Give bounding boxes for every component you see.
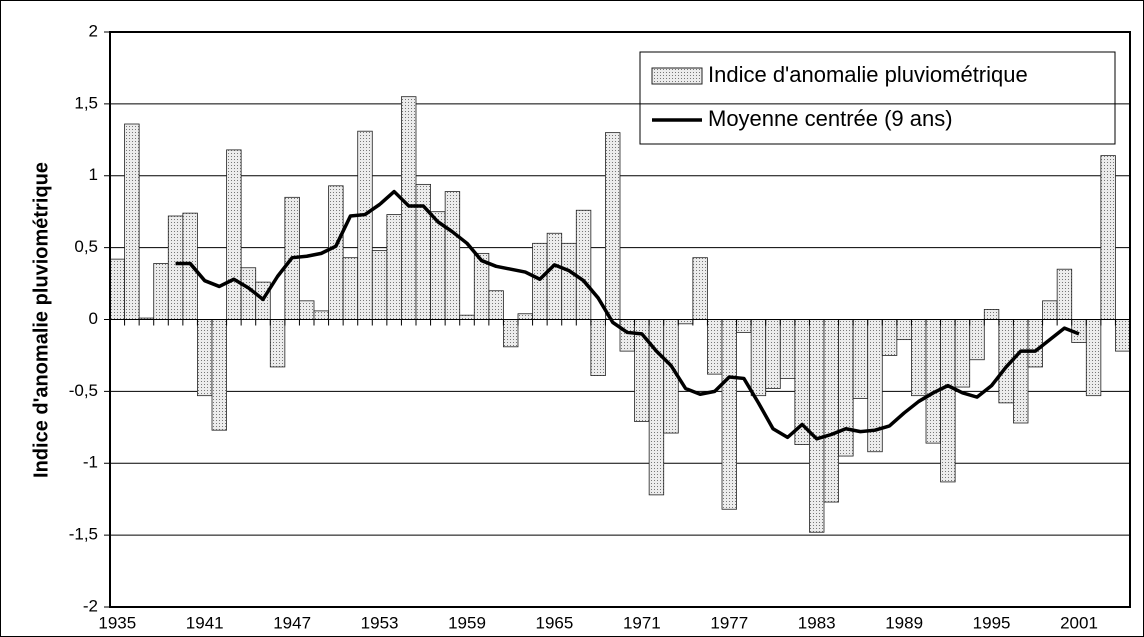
bar xyxy=(677,319,694,325)
y-tick-label: -1 xyxy=(83,453,98,472)
x-tick-label: 1989 xyxy=(885,613,923,632)
x-tick-label: 1959 xyxy=(448,613,486,632)
y-tick-label: 2 xyxy=(89,21,98,40)
bar xyxy=(197,319,213,397)
legend-label: Indice d'anomalie pluviométrique xyxy=(708,62,1028,87)
bar xyxy=(532,242,548,320)
bar xyxy=(750,319,767,397)
bar xyxy=(503,319,519,348)
bar xyxy=(852,319,869,399)
bar xyxy=(401,96,417,320)
bar xyxy=(721,319,737,510)
x-tick-label: 1995 xyxy=(973,613,1011,632)
y-tick-label: -0,5 xyxy=(69,381,98,400)
bar xyxy=(342,257,359,320)
bar xyxy=(1027,319,1043,368)
bar xyxy=(226,149,242,320)
y-tick-label: -1,5 xyxy=(69,525,98,544)
x-tick-label: 1935 xyxy=(98,613,136,632)
bar xyxy=(605,132,621,320)
bar xyxy=(124,123,140,320)
bar xyxy=(1056,268,1073,320)
legend-swatch xyxy=(651,67,703,85)
bar xyxy=(925,319,941,444)
y-tick-label: 0 xyxy=(89,309,98,328)
bar xyxy=(765,319,781,389)
bar xyxy=(371,250,388,320)
y-tick-label: 0,5 xyxy=(74,237,98,256)
x-tick-label: 1941 xyxy=(186,613,224,632)
bar xyxy=(269,319,286,368)
bar xyxy=(546,232,563,320)
x-tick-label: 1947 xyxy=(273,613,311,632)
legend-box xyxy=(639,51,1116,145)
x-tick-label: 1953 xyxy=(361,613,399,632)
y-tick-label: -2 xyxy=(83,596,98,615)
bar xyxy=(488,290,504,320)
bar xyxy=(1085,319,1102,397)
bar xyxy=(167,215,184,320)
bar xyxy=(1013,319,1029,424)
plot-border xyxy=(109,31,1131,608)
bar xyxy=(692,257,708,320)
bar xyxy=(590,319,606,376)
bar xyxy=(182,212,198,320)
bar xyxy=(357,130,373,320)
y-tick-label: 1 xyxy=(89,165,98,184)
bar xyxy=(153,263,169,320)
bar xyxy=(881,319,898,356)
legend: Indice d'anomalie pluviométrique Moyenne … xyxy=(639,51,1116,145)
bar xyxy=(1042,300,1058,320)
bar xyxy=(328,185,344,320)
bar xyxy=(983,309,1000,320)
bar xyxy=(969,319,985,361)
bar xyxy=(736,319,752,333)
bar xyxy=(444,191,461,320)
moving-average-line xyxy=(175,189,1080,441)
bar xyxy=(707,319,723,375)
bar xyxy=(954,319,971,388)
bar xyxy=(779,319,796,379)
bar xyxy=(386,214,402,320)
x-tick-label: 1977 xyxy=(710,613,748,632)
bar xyxy=(809,319,825,533)
bar xyxy=(299,300,315,320)
bar xyxy=(430,211,446,320)
y-axis-label: Indice d'anomalie pluviométrique xyxy=(30,162,52,478)
bar xyxy=(211,319,227,431)
bar xyxy=(838,319,854,457)
bar xyxy=(313,310,329,320)
x-tick-label: 1983 xyxy=(798,613,836,632)
legend-label: Moyenne centrée (9 ans) xyxy=(708,106,953,131)
bar xyxy=(459,314,475,320)
y-tick-label: 1,5 xyxy=(74,93,98,112)
x-tick-label: 1971 xyxy=(623,613,661,632)
bar xyxy=(619,319,635,352)
bar xyxy=(896,319,912,341)
bar xyxy=(940,319,956,483)
bar xyxy=(109,258,125,320)
bar xyxy=(561,242,577,320)
bar xyxy=(1100,155,1116,320)
bar xyxy=(575,209,592,320)
x-tick-label: 1965 xyxy=(536,613,574,632)
bar xyxy=(517,313,533,320)
bar xyxy=(1115,319,1131,352)
bar xyxy=(823,319,839,503)
bar xyxy=(911,319,927,397)
x-tick-label: 2001 xyxy=(1060,613,1098,632)
